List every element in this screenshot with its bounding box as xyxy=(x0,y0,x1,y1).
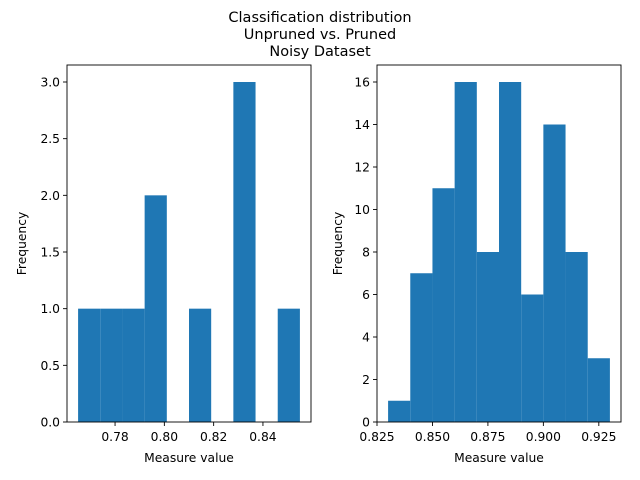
axes-frame xyxy=(66,64,312,423)
x-axis-label: Measure value xyxy=(454,451,544,465)
histogram-bar xyxy=(565,252,588,422)
y-tick-label: 12 xyxy=(354,161,370,175)
y-tick-label: 2.0 xyxy=(40,189,60,203)
left-histogram-panel: 0.78 0.80 0.82 0.84 0.0 0.5 1.0 1.5 2.0 2.5 3.0 Mea… xyxy=(15,64,312,465)
axes-frame xyxy=(376,64,622,423)
x-tick-label: 0.82 xyxy=(200,430,227,444)
x-tick-label: 0.925 xyxy=(581,430,616,444)
histogram-bar xyxy=(521,294,544,422)
y-tick-label: 8 xyxy=(362,246,370,260)
y-tick-label: 3.0 xyxy=(40,76,60,90)
histogram-bar xyxy=(587,358,610,422)
figure-title-line-1: Classification distribution xyxy=(228,10,411,26)
y-tick-label: 0.0 xyxy=(40,416,60,430)
x-tick-label: 0.825 xyxy=(359,430,394,444)
x-tick-label: 0.850 xyxy=(415,430,450,444)
y-tick-label: 14 xyxy=(354,118,370,132)
y-tick-label: 1.5 xyxy=(40,246,60,260)
y-tick-label: 6 xyxy=(362,288,370,302)
y-tick-label: 0 xyxy=(362,416,370,430)
histogram-bar xyxy=(189,308,212,422)
x-axis-label: Measure value xyxy=(144,451,234,465)
histogram-bar xyxy=(476,252,499,422)
histogram-bar xyxy=(78,308,101,422)
histogram-bar xyxy=(233,82,256,422)
histogram-bar xyxy=(454,82,477,422)
x-tick-label: 0.84 xyxy=(249,430,277,444)
y-axis-label: Frequency xyxy=(331,212,345,276)
histogram-bar xyxy=(499,82,522,422)
figure-title-line-2: Unpruned vs. Pruned xyxy=(244,27,396,43)
x-tick-label: 0.875 xyxy=(470,430,505,444)
y-tick-label: 2.5 xyxy=(40,132,60,146)
x-tick-label: 0.900 xyxy=(526,430,561,444)
histogram-bar xyxy=(144,195,167,422)
figure-title-line-3: Noisy Dataset xyxy=(269,44,371,60)
y-tick-label: 10 xyxy=(354,203,370,217)
x-tick-label: 0.80 xyxy=(151,430,178,444)
y-tick-label: 4 xyxy=(362,331,370,345)
histogram-bar xyxy=(122,308,145,422)
y-axis-label: Frequency xyxy=(15,212,29,276)
histogram-bar xyxy=(388,400,411,422)
right-histogram-panel: 0.825 0.850 0.875 0.900 0.925 0 2 4 6 8 10 12 14 16 Me… xyxy=(331,64,622,465)
y-tick-label: 16 xyxy=(354,76,370,90)
histogram-bar xyxy=(543,124,566,422)
histogram-bar xyxy=(410,273,433,422)
histogram-bar xyxy=(100,308,123,422)
y-tick-label: 1.0 xyxy=(40,302,60,316)
y-tick-label: 2 xyxy=(362,373,370,387)
y-tick-label: 0.5 xyxy=(40,359,60,373)
histogram-bar xyxy=(432,188,455,422)
x-tick-label: 0.78 xyxy=(101,430,128,444)
histogram-bar xyxy=(277,308,300,422)
